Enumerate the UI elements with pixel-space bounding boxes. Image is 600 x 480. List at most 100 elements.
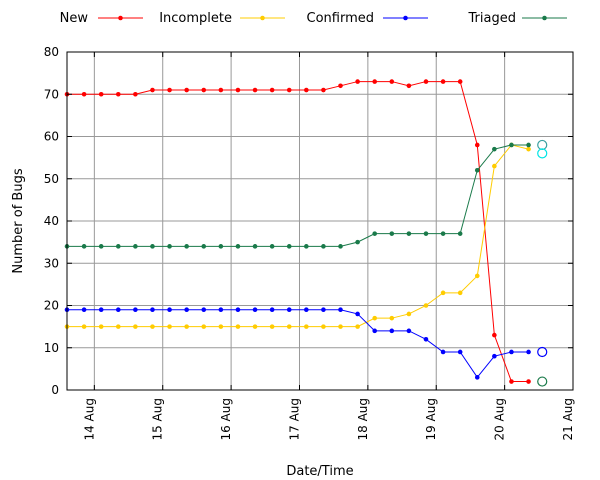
y-tick-label: 20 xyxy=(44,299,59,313)
data-point xyxy=(286,307,292,313)
data-point xyxy=(423,303,429,308)
data-point xyxy=(389,328,395,334)
data-point xyxy=(304,87,309,93)
data-point xyxy=(492,353,497,359)
data-point xyxy=(184,307,189,313)
data-point xyxy=(492,146,497,152)
legend-label: Confirmed xyxy=(307,11,375,26)
data-point xyxy=(355,79,360,84)
x-tick-label: 15 Aug xyxy=(151,398,165,441)
series-line xyxy=(67,144,529,328)
data-point xyxy=(218,324,224,329)
data-point xyxy=(184,87,189,93)
data-point xyxy=(133,307,138,313)
data-point xyxy=(115,307,121,313)
x-tick-label: 21 Aug xyxy=(561,398,575,441)
series-line xyxy=(67,144,529,247)
data-point xyxy=(218,307,224,313)
data-point xyxy=(218,87,224,93)
data-point xyxy=(509,142,514,148)
y-tick-label: 50 xyxy=(44,172,59,186)
data-point xyxy=(474,142,480,148)
data-point xyxy=(372,328,378,334)
data-point xyxy=(184,324,189,329)
data-point xyxy=(321,87,326,93)
data-point xyxy=(81,324,87,329)
data-point xyxy=(304,307,309,313)
data-point xyxy=(355,324,360,329)
open-circle-marker xyxy=(537,148,548,159)
data-point xyxy=(201,324,207,329)
series-new xyxy=(64,79,531,384)
data-point xyxy=(492,332,497,338)
data-point xyxy=(133,324,138,329)
data-point xyxy=(338,307,343,313)
data-point xyxy=(115,91,121,97)
x-tick-label: 17 Aug xyxy=(287,398,301,441)
data-point xyxy=(389,315,395,321)
legend-item-incomplete: Incomplete xyxy=(159,11,285,26)
data-point xyxy=(304,244,309,249)
data-point xyxy=(252,244,258,249)
data-point xyxy=(423,337,429,342)
series-line xyxy=(67,81,529,383)
data-point xyxy=(355,311,360,317)
legend-item-confirmed: Confirmed xyxy=(307,11,428,26)
open-circle-marker xyxy=(537,346,548,358)
data-point xyxy=(133,91,138,97)
y-axis: 0 10 20 30 40 50 60 70 80 xyxy=(44,45,573,397)
data-point xyxy=(509,349,514,355)
data-point xyxy=(509,379,514,384)
x-tick-label: 18 Aug xyxy=(356,398,370,441)
legend-marker xyxy=(260,15,265,21)
data-point xyxy=(338,324,343,329)
y-tick-label: 70 xyxy=(44,87,59,101)
data-point xyxy=(440,79,446,84)
data-point xyxy=(440,349,446,355)
data-point xyxy=(286,324,292,329)
data-point xyxy=(338,244,343,249)
data-point xyxy=(286,87,292,93)
data-point xyxy=(457,290,463,296)
data-point xyxy=(252,324,258,329)
y-tick-label: 60 xyxy=(44,130,59,144)
legend-label: New xyxy=(60,11,89,26)
data-point xyxy=(81,91,87,97)
x-tick-label: 16 Aug xyxy=(219,398,233,441)
data-point xyxy=(235,324,241,329)
data-point xyxy=(98,244,104,249)
data-point xyxy=(235,307,241,313)
legend-label: Triaged xyxy=(468,11,516,26)
legend-marker xyxy=(118,15,123,21)
y-axis-title: Number of Bugs xyxy=(11,168,26,273)
data-point xyxy=(423,79,429,84)
data-point xyxy=(389,231,395,236)
legend-label: Incomplete xyxy=(159,11,232,26)
data-point xyxy=(457,349,463,355)
data-point xyxy=(389,79,395,84)
legend-marker xyxy=(542,15,547,21)
data-point xyxy=(526,142,531,148)
data-point xyxy=(440,231,446,236)
open-circle-marker xyxy=(537,376,548,387)
data-point xyxy=(167,87,172,93)
annotations xyxy=(537,139,548,387)
data-point xyxy=(372,79,378,84)
x-axis-title: Date/Time xyxy=(286,464,353,479)
data-point xyxy=(252,87,258,93)
data-point xyxy=(252,307,258,313)
data-point xyxy=(115,324,121,329)
data-point xyxy=(304,324,309,329)
data-point xyxy=(150,324,155,329)
data-point xyxy=(98,91,104,97)
x-tick-label: 20 Aug xyxy=(493,398,507,441)
data-point xyxy=(150,307,155,313)
series-confirmed xyxy=(64,307,531,380)
data-point xyxy=(372,231,378,236)
legend-item-new: New xyxy=(60,11,143,26)
data-point xyxy=(115,244,121,249)
data-point xyxy=(269,87,275,93)
data-point xyxy=(457,79,463,84)
data-point xyxy=(167,324,172,329)
